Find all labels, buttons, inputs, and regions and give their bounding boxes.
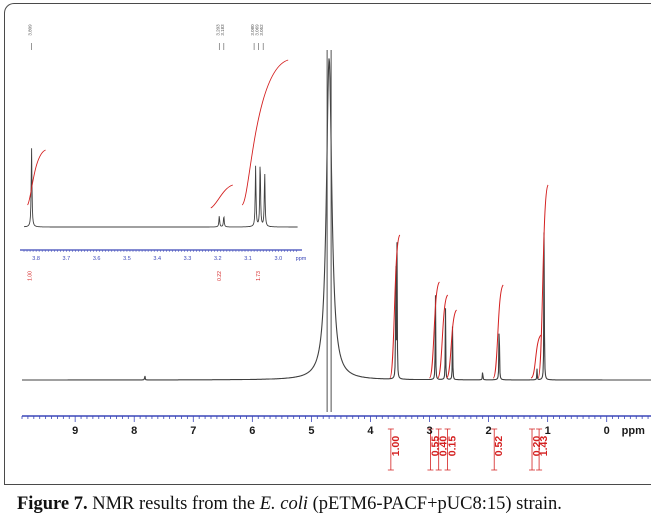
inset-integral-label: 1.73 [256, 271, 262, 281]
x-tick-label: 4 [367, 425, 374, 437]
x-tick-label: 2 [486, 425, 492, 437]
x-tick-label: 9 [72, 425, 78, 437]
integral-label: 0.52 [493, 436, 505, 457]
integral-label: 1.43 [538, 436, 550, 457]
integral-label: 0.15 [447, 436, 459, 457]
integral-curve [530, 334, 542, 379]
integral-label: 1.00 [390, 436, 402, 457]
peak-position-label: 3.203 [215, 24, 220, 36]
integral-curve [389, 234, 401, 379]
integral-curve [428, 281, 440, 379]
integral-bracket [435, 428, 442, 471]
x-tick-label: 0 [604, 425, 610, 437]
nmr-spectrum-figure: 1.00 0.550.400.15 0.52 0.201.439 8 7 6 5 4 3 2 1 0 pp… [20, 24, 651, 471]
inset-x-tick-label: 3.2 [214, 256, 222, 262]
integral-bracket [536, 428, 543, 471]
inset-x-tick-label: 3.8 [32, 256, 40, 262]
integral-bracket [491, 428, 498, 471]
caption-text-after: (pETM6-PACF+pUC8:15) strain. [308, 494, 562, 514]
inset-x-tick-label: 3.7 [63, 256, 71, 262]
integral-curve [446, 309, 457, 379]
peak-position-label: 3.809 [28, 24, 33, 36]
inset-spectrum: 3.809 3.203 3.183 3.080 3.069 3.052 1.00 0.22 1.… [20, 24, 307, 281]
integral-bracket [387, 428, 394, 471]
x-tick-label: 3 [426, 425, 432, 437]
inset-integral-curve [241, 59, 289, 206]
x-tick-label: 7 [190, 425, 196, 437]
peak-position-label: 3.183 [220, 24, 225, 36]
x-tick-label: 8 [131, 425, 137, 437]
peak-position-label: 3.052 [259, 24, 264, 36]
inset-x-tick-label: 3.0 [274, 256, 282, 262]
figure-caption: Figure 7. NMR results from the E. coli (… [17, 492, 651, 516]
x-tick-label: 1 [545, 425, 551, 437]
inset-x-tick-label: 3.4 [153, 256, 161, 262]
inset-x-axis-unit: ppm [296, 256, 307, 262]
caption-label: Figure 7. [17, 494, 88, 514]
x-tick-label: 6 [249, 425, 255, 437]
inset-trace [24, 148, 298, 228]
inset-integral-curve [27, 149, 46, 206]
main-spectrum: 1.00 0.550.400.15 0.52 0.201.439 8 7 6 5 4 3 2 1 0 pp… [21, 50, 651, 471]
inset-x-tick-label: 3.6 [93, 256, 101, 262]
inset-x-tick-label: 3.5 [123, 256, 131, 262]
inset-x-tick-label: 3.3 [184, 256, 192, 262]
integral-label: 0.20 [531, 436, 543, 457]
x-axis-unit: ppm [622, 425, 645, 437]
peak-position-label: 3.080 [250, 24, 255, 36]
integral-curve [537, 184, 549, 379]
caption-text-before: NMR results from the [87, 494, 260, 514]
caption-species: E. coli [259, 494, 309, 514]
x-tick-label: 5 [308, 425, 314, 437]
integral-curve [437, 294, 449, 379]
peak-position-label: 3.069 [255, 24, 260, 36]
integral-bracket [444, 428, 451, 471]
integral-curve [492, 284, 504, 379]
inset-integral-curve [210, 184, 233, 209]
inset-x-tick-label: 3.1 [244, 256, 252, 262]
integral-bracket [529, 428, 536, 471]
spectrum-trace [22, 58, 651, 381]
inset-integral-label: 0.22 [217, 271, 223, 281]
integral-bracket [427, 428, 434, 471]
integral-label: 0.40 [438, 436, 450, 457]
inset-integral-label: 1.00 [28, 271, 34, 281]
